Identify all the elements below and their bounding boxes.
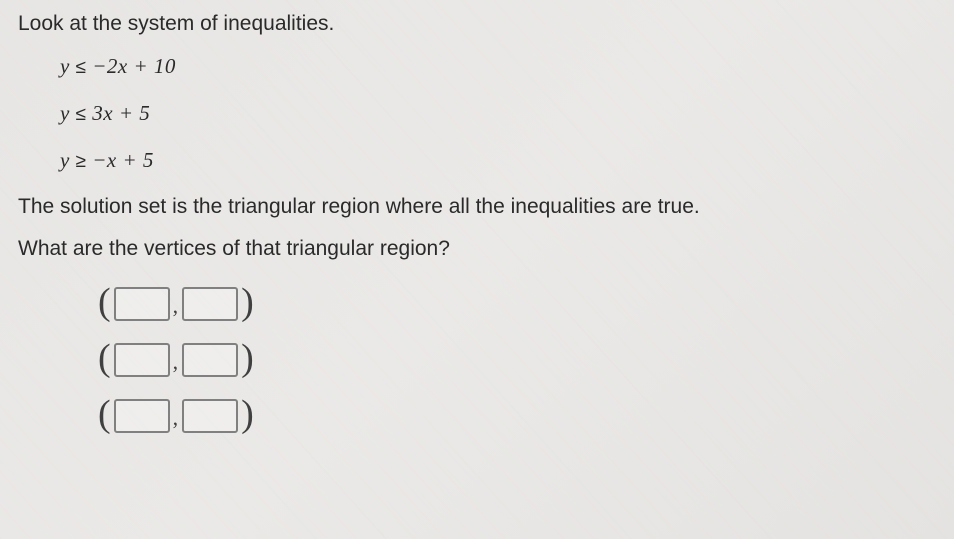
answer-block: ( , ) ( , ) ( , ) (98, 283, 936, 437)
vertex1-y-input[interactable] (182, 287, 238, 321)
vertex3-y-input[interactable] (182, 399, 238, 433)
vertex2-x-input[interactable] (114, 343, 170, 377)
paren-close: ) (241, 339, 254, 381)
inequalities-block: y ≤ −2x + 10 y ≤ 3x + 5 y ≥ −x + 5 (60, 54, 936, 173)
vertex-row-3: ( , ) (98, 395, 936, 437)
ineq2-rhs: 3x + 5 (92, 101, 150, 125)
ineq2-op: ≤ (76, 104, 87, 125)
paren-open: ( (98, 283, 111, 325)
intro-text: Look at the system of inequalities. (18, 12, 936, 36)
paren-open: ( (98, 395, 111, 437)
inequality-2: y ≤ 3x + 5 (60, 101, 936, 126)
ineq1-var: y (60, 54, 70, 78)
ineq2-var: y (60, 101, 70, 125)
paren-open: ( (98, 339, 111, 381)
vertex-row-1: ( , ) (98, 283, 936, 325)
vertex-row-2: ( , ) (98, 339, 936, 381)
vertex2-y-input[interactable] (182, 343, 238, 377)
vertex1-x-input[interactable] (114, 287, 170, 321)
inequality-3: y ≥ −x + 5 (60, 148, 936, 173)
statement-text: The solution set is the triangular regio… (18, 195, 936, 219)
ineq1-rhs: −2x + 10 (92, 54, 176, 78)
comma: , (173, 405, 180, 437)
vertex3-x-input[interactable] (114, 399, 170, 433)
ineq1-op: ≤ (76, 57, 87, 78)
comma: , (173, 293, 180, 325)
paren-close: ) (241, 283, 254, 325)
ineq3-var: y (60, 148, 70, 172)
inequality-1: y ≤ −2x + 10 (60, 54, 936, 79)
ineq3-rhs: −x + 5 (92, 148, 154, 172)
ineq3-op: ≥ (76, 151, 87, 172)
paren-close: ) (241, 395, 254, 437)
comma: , (173, 349, 180, 381)
question-text: What are the vertices of that triangular… (18, 237, 936, 261)
